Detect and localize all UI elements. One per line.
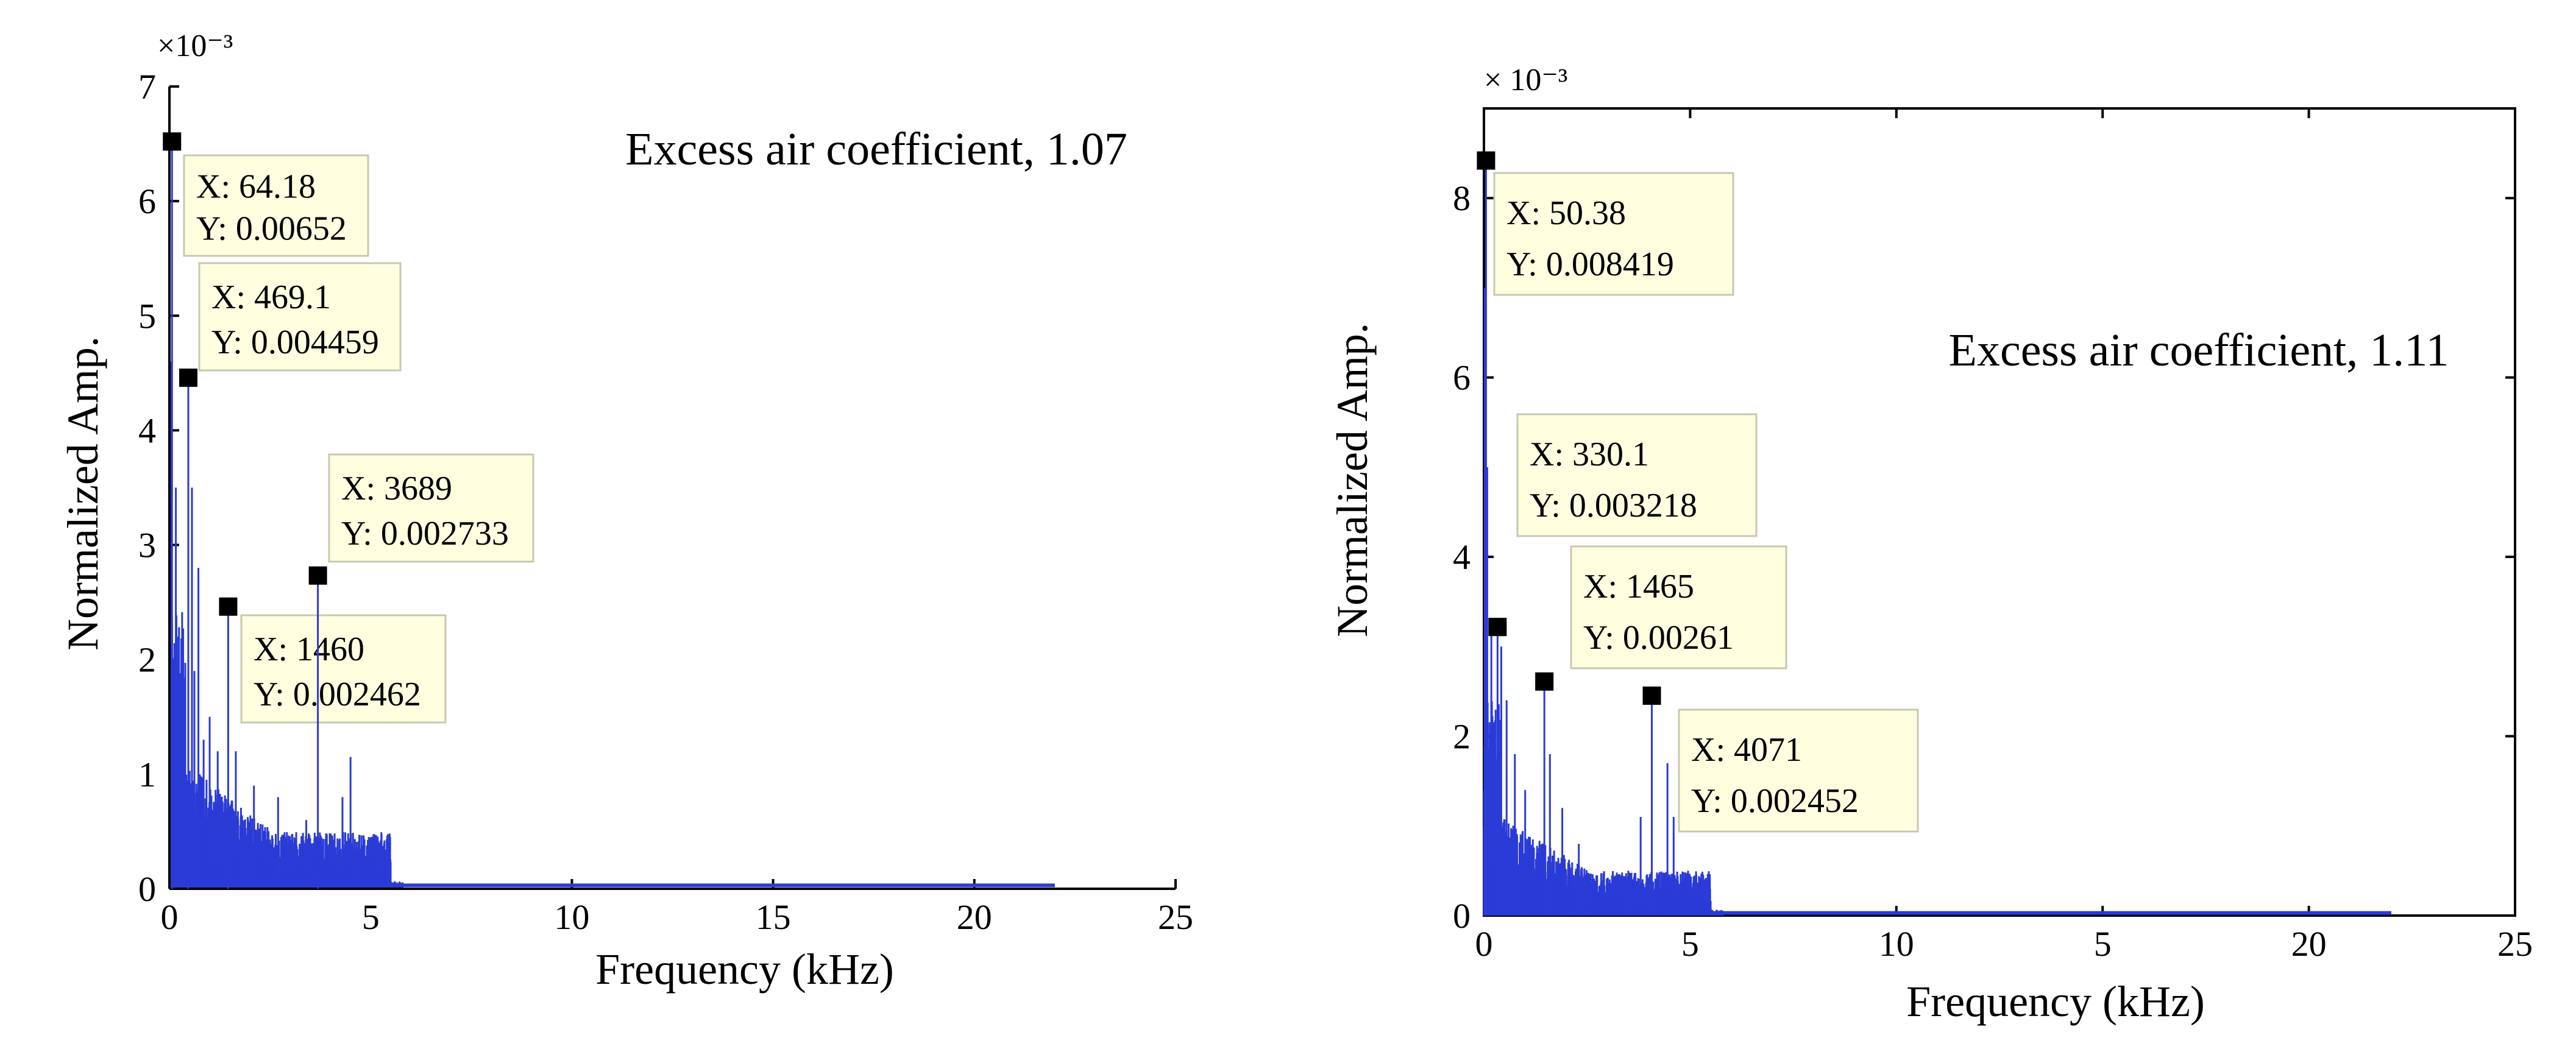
datatip-box[interactable]: [240, 614, 447, 724]
datatips: X: 50.38 Y: 0.008419 X: 330.1 Y: 0.003218 X:…: [1477, 151, 1919, 916]
x-tick-label: 0: [1475, 924, 1493, 964]
datatip-box[interactable]: [1493, 172, 1734, 296]
x-tick-label: 0: [161, 897, 179, 937]
y-axis-label: Normalized Amp.: [1328, 323, 1377, 637]
y-tick-label: 3: [138, 526, 156, 565]
y-exponent-label: ×10⁻³: [157, 29, 233, 63]
x-tick-label: 25: [1158, 897, 1193, 937]
x-tick-label: 10: [554, 897, 589, 937]
datatips: X: 64.18 Y: 0.00652 X: 469.1 Y: 0.004459 X: …: [163, 132, 534, 889]
datatip-y-label: Y: 0.00261: [1583, 619, 1734, 657]
datatip-box[interactable]: [328, 453, 534, 563]
x-tick-label: 5: [2094, 924, 2112, 964]
datatip-x-label: X: 469.1: [211, 278, 331, 316]
y-tick-label: 2: [138, 640, 156, 680]
x-tick-label: 20: [2291, 924, 2327, 964]
chart-annotation: Excess air coefficient, 1.11: [1949, 325, 2449, 376]
chart-left: ×10⁻³ Normalized Amp. Frequency (kHz) Ex…: [59, 29, 1193, 994]
datatip-box[interactable]: [198, 262, 402, 372]
datatip-x-label: X: 4071: [1691, 731, 1802, 769]
y-tick-label: 4: [138, 411, 156, 450]
datatip-box[interactable]: [183, 154, 369, 257]
y-tick-label: 6: [138, 182, 156, 221]
x-tick-label: 20: [957, 897, 992, 937]
datatip-marker[interactable]: [1477, 151, 1496, 170]
datatip-y-label: Y: 0.002462: [254, 676, 421, 713]
x-tick-label: 10: [1879, 924, 1914, 964]
datatip-marker[interactable]: [1642, 687, 1661, 705]
datatip-y-label: Y: 0.008419: [1506, 245, 1674, 283]
y-tick-label: 0: [1453, 896, 1471, 936]
datatip-marker[interactable]: [1488, 618, 1507, 637]
datatip-marker[interactable]: [163, 132, 182, 151]
datatip-x-label: X: 1465: [1583, 568, 1694, 606]
x-tick-label: 5: [362, 897, 380, 937]
y-tick-label: 6: [1453, 358, 1471, 398]
y-tick-label: 8: [1453, 178, 1471, 218]
y-tick-label: 4: [1453, 537, 1471, 577]
datatip-y-label: Y: 0.004459: [211, 323, 379, 361]
datatip-box[interactable]: [1570, 545, 1787, 669]
x-axis-label: Frequency (kHz): [595, 945, 894, 994]
datatip-box[interactable]: [1516, 413, 1758, 537]
y-ticks: 0 2 4 6 8: [1453, 178, 2515, 936]
y-exponent-label: × 10⁻³: [1484, 63, 1567, 97]
y-tick-label: 2: [1453, 717, 1471, 757]
datatip-x-label: X: 1460: [254, 630, 364, 668]
datatip-marker[interactable]: [219, 597, 238, 616]
datatip-marker[interactable]: [308, 566, 327, 585]
datatip-y-label: Y: 0.002452: [1691, 782, 1859, 820]
x-tick-label: 25: [2497, 924, 2533, 964]
datatip-y-label: Y: 0.002733: [341, 515, 509, 553]
x-ticks: 0 5 10 5 20 25: [1475, 108, 2533, 964]
datatip-box[interactable]: [1678, 708, 1919, 833]
datatip-y-label: Y: 0.00652: [196, 210, 347, 248]
datatip-y-label: Y: 0.003218: [1530, 487, 1697, 524]
datatip-marker[interactable]: [179, 369, 197, 387]
y-tick-label: 5: [138, 296, 156, 336]
x-axis-label: Frequency (kHz): [1906, 977, 2205, 1026]
datatip-x-label: X: 64.18: [196, 168, 316, 205]
chart-annotation: Excess air coefficient, 1.07: [625, 124, 1127, 175]
y-ticks: 0 1 2 3 4 5 6 7: [138, 67, 179, 909]
datatip-x-label: X: 330.1: [1530, 436, 1649, 473]
datatip-x-label: X: 3689: [341, 470, 452, 507]
y-axis-label: Normalized Amp.: [59, 336, 107, 651]
datatip-marker[interactable]: [1535, 672, 1554, 691]
spectrum-trace: [168, 361, 1055, 889]
chart-right: × 10⁻³ Normalized Amp. Frequency (kHz) E…: [1328, 63, 2533, 1026]
x-tick-label: 5: [1681, 924, 1699, 964]
datatip-x-label: X: 50.38: [1506, 194, 1626, 232]
y-tick-label: 1: [138, 755, 156, 794]
x-tick-label: 15: [756, 897, 791, 937]
y-tick-label: 0: [138, 869, 156, 909]
y-tick-label: 7: [138, 67, 156, 107]
spectrum-trace: [1483, 288, 2391, 916]
